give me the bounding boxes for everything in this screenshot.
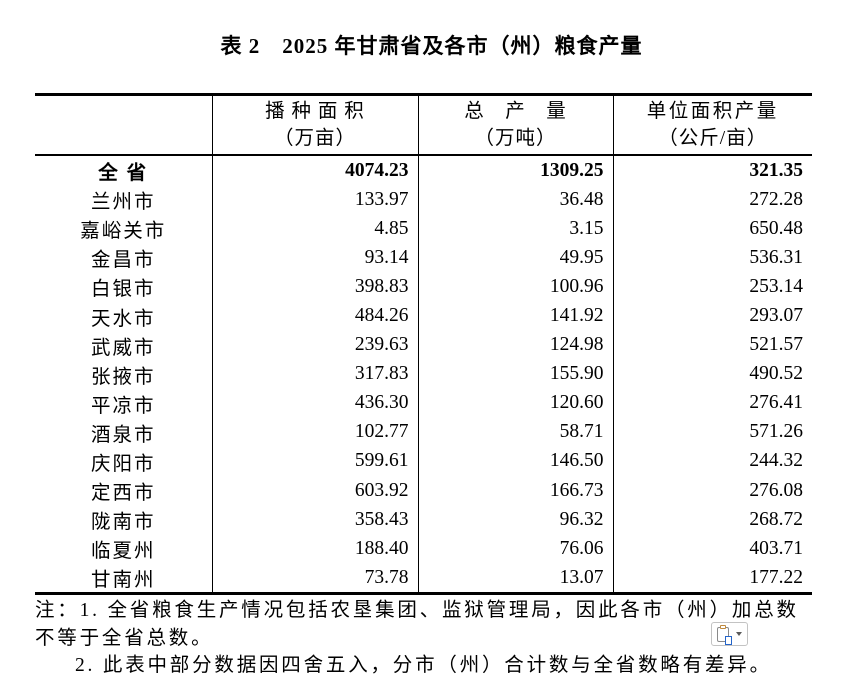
total-output-value: 36.48 — [417, 185, 613, 215]
table-row: 嘉峪关市 4.85 3.15 650.48 — [35, 214, 812, 244]
sown-area-value: 4.85 — [211, 214, 418, 244]
unit-yield-value: 521.57 — [612, 330, 812, 360]
table-row: 酒泉市 102.77 58.71 571.26 — [35, 417, 812, 447]
sown-area-value: 102.77 — [211, 417, 418, 447]
total-output-value: 1309.25 — [417, 155, 613, 186]
unit-yield-value: 272.28 — [612, 185, 812, 215]
unit-yield-value: 244.32 — [612, 446, 812, 477]
region-label: 庆阳市 — [90, 453, 156, 475]
paste-options-button[interactable] — [711, 622, 748, 646]
total-output-value: 58.71 — [417, 417, 613, 447]
total-output-value: 49.95 — [417, 243, 613, 273]
total-output-value: 141.92 — [417, 301, 613, 331]
clipboard-clip — [720, 624, 726, 629]
region-label: 张掖市 — [90, 366, 156, 388]
sown-area-value: 188.40 — [211, 534, 418, 564]
table-row: 白银市 398.83 100.96 253.14 — [35, 272, 812, 302]
note-line-2: 不等于全省总数。 — [35, 627, 214, 649]
unit-yield-value: 293.07 — [612, 301, 812, 331]
total-output-value: 120.60 — [417, 388, 613, 418]
unit-yield-value: 253.14 — [612, 272, 812, 302]
sown-area-value: 358.43 — [211, 505, 418, 535]
sown-area-value: 93.14 — [211, 243, 418, 273]
table-row: 陇南市 358.43 96.32 268.72 — [35, 505, 812, 535]
region-label: 全 省 — [98, 163, 149, 185]
sown-area-value: 73.78 — [211, 563, 418, 594]
region-label: 武威市 — [90, 337, 156, 359]
region-label: 临夏州 — [90, 541, 156, 563]
total-output-value: 146.50 — [417, 446, 613, 477]
table-notes: 注：1. 全省粮食生产情况包括农垦集团、监狱管理局，因此各市（州）加总数 不等于… — [35, 597, 835, 680]
region-label: 兰州市 — [90, 192, 156, 214]
note-line-1: 注：1. 全省粮食生产情况包括农垦集团、监狱管理局，因此各市（州）加总数 — [35, 600, 799, 621]
table-row: 临夏州 188.40 76.06 403.71 — [35, 534, 812, 564]
unit-yield-value: 536.31 — [612, 243, 812, 273]
table-row: 金昌市 93.14 49.95 536.31 — [35, 243, 812, 273]
table-row: 张掖市 317.83 155.90 490.52 — [35, 359, 812, 389]
total-output-value: 3.15 — [417, 214, 613, 244]
table-row: 武威市 239.63 124.98 521.57 — [35, 330, 812, 360]
sown-area-value: 239.63 — [211, 330, 418, 360]
region-label: 甘南州 — [90, 570, 156, 592]
total-output-value: 166.73 — [417, 476, 613, 506]
sown-area-value: 484.26 — [211, 301, 418, 331]
clipboard-paste-icon — [717, 624, 732, 645]
unit-yield-value: 490.52 — [612, 359, 812, 389]
table-row: 庆阳市 599.61 146.50 244.32 — [35, 446, 812, 477]
unit-yield-value: 268.72 — [612, 505, 812, 535]
sown-area-value: 436.30 — [211, 388, 418, 418]
sown-area-value: 4074.23 — [211, 155, 418, 186]
region-label: 陇南市 — [90, 512, 156, 534]
table-row: 天水市 484.26 141.92 293.07 — [35, 301, 812, 331]
region-label: 白银市 — [90, 279, 156, 301]
total-output-value: 13.07 — [417, 563, 613, 594]
unit-yield-value: 276.08 — [612, 476, 812, 506]
table-row: 定西市 603.92 166.73 276.08 — [35, 476, 812, 506]
region-label: 酒泉市 — [90, 424, 156, 446]
table-row: 平凉市 436.30 120.60 276.41 — [35, 388, 812, 418]
clipboard-document — [725, 635, 732, 645]
grain-production-table: 播 种 面 积 （万亩） 总 产 量 （万吨） 单位面积产量 （公斤/亩） 全 … — [35, 93, 812, 596]
total-output-value: 155.90 — [417, 359, 613, 389]
sown-area-value: 133.97 — [211, 185, 418, 215]
chevron-down-icon — [736, 632, 742, 636]
table-row: 兰州市 133.97 36.48 272.28 — [35, 185, 812, 215]
header-region — [35, 94, 212, 156]
table-header-row: 播 种 面 积 （万亩） 总 产 量 （万吨） 单位面积产量 （公斤/亩） — [35, 94, 812, 156]
region-label: 天水市 — [90, 308, 156, 330]
region-label: 金昌市 — [90, 250, 156, 272]
total-output-value: 100.96 — [417, 272, 613, 302]
unit-yield-value: 177.22 — [612, 563, 812, 594]
unit-yield-value: 321.35 — [612, 155, 812, 186]
header-total-output: 总 产 量 （万吨） — [417, 94, 613, 156]
region-label: 定西市 — [90, 483, 156, 505]
table-row-province-total: 全 省 4074.23 1309.25 321.35 — [35, 155, 812, 186]
table-row: 甘南州 73.78 13.07 177.22 — [35, 563, 812, 594]
total-output-value: 96.32 — [417, 505, 613, 535]
region-label: 平凉市 — [90, 395, 156, 417]
region-label: 嘉峪关市 — [80, 221, 167, 243]
unit-yield-value: 571.26 — [612, 417, 812, 447]
sown-area-value: 599.61 — [211, 446, 418, 477]
sown-area-value: 398.83 — [211, 272, 418, 302]
sown-area-value: 603.92 — [211, 476, 418, 506]
header-sown-area: 播 种 面 积 （万亩） — [211, 94, 418, 156]
total-output-value: 76.06 — [417, 534, 613, 564]
total-output-value: 124.98 — [417, 330, 613, 360]
header-unit-yield: 单位面积产量 （公斤/亩） — [612, 94, 812, 156]
page-title: 表 2 2025 年甘肃省及各市（州）粮食产量 — [220, 34, 643, 58]
note-line-3: 2. 此表中部分数据因四舍五入，分市（州）合计数与全省数略有差异。 — [75, 655, 772, 676]
unit-yield-value: 403.71 — [612, 534, 812, 564]
sown-area-value: 317.83 — [211, 359, 418, 389]
unit-yield-value: 276.41 — [612, 388, 812, 418]
unit-yield-value: 650.48 — [612, 214, 812, 244]
